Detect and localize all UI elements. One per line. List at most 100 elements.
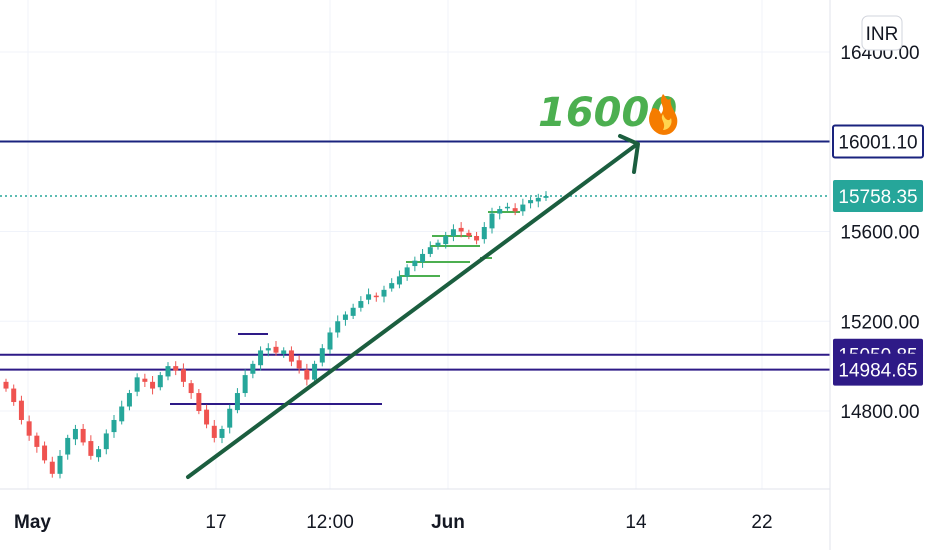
candle-body-4 bbox=[34, 435, 40, 447]
grid-lines bbox=[0, 0, 830, 489]
candle-body-32 bbox=[250, 363, 256, 374]
x-tick-0: May bbox=[14, 512, 51, 533]
candle-body-50 bbox=[389, 283, 395, 289]
y-tick-1: 15600.00 bbox=[840, 223, 919, 244]
candle-body-36 bbox=[281, 350, 287, 355]
candle-body-14 bbox=[111, 419, 117, 433]
price-badge-label-1: 15758.35 bbox=[838, 187, 917, 208]
y-tick-2: 15200.00 bbox=[840, 312, 919, 333]
candle-body-55 bbox=[427, 247, 433, 254]
candle-body-31 bbox=[242, 375, 248, 394]
price-badge-label-0: 16001.10 bbox=[838, 133, 917, 154]
x-tick-3: Jun bbox=[431, 512, 465, 533]
candle-body-42 bbox=[327, 332, 333, 350]
candle-body-47 bbox=[366, 294, 372, 300]
candle-body-57 bbox=[443, 235, 449, 245]
candle-body-70 bbox=[543, 196, 549, 198]
candle-body-61 bbox=[474, 235, 480, 241]
candle-body-15 bbox=[119, 406, 125, 422]
fire-icon bbox=[649, 94, 678, 135]
candles bbox=[3, 191, 549, 479]
candle-body-8 bbox=[65, 437, 71, 455]
annotation[interactable]: 16000 bbox=[538, 90, 678, 136]
candle-body-20 bbox=[157, 375, 163, 388]
candle-body-35 bbox=[273, 346, 279, 353]
candle-body-27 bbox=[211, 425, 217, 438]
candle-body-58 bbox=[450, 229, 456, 236]
price-badge-3: 14984.65 bbox=[833, 353, 923, 386]
candle-body-11 bbox=[88, 441, 94, 456]
candle-body-22 bbox=[173, 366, 179, 371]
currency-button[interactable]: INR bbox=[861, 15, 903, 51]
trend-arrow-head bbox=[618, 134, 640, 174]
candle-body-17 bbox=[134, 377, 140, 392]
candle-body-48 bbox=[373, 295, 379, 298]
trend-arrow-shaft[interactable] bbox=[186, 143, 638, 479]
candle-body-13 bbox=[103, 433, 109, 450]
candle-body-43 bbox=[335, 321, 341, 333]
price-badge-1: 15758.35 bbox=[833, 179, 923, 212]
candle-body-26 bbox=[204, 409, 210, 425]
price-badge-0: 16001.10 bbox=[832, 124, 924, 159]
candle-body-49 bbox=[381, 289, 387, 297]
candle-body-33 bbox=[258, 350, 264, 366]
currency-label: INR bbox=[866, 24, 899, 45]
candle-body-62 bbox=[481, 227, 487, 240]
candle-body-23 bbox=[180, 369, 186, 382]
x-tick-4: 14 bbox=[625, 512, 647, 533]
candle-body-60 bbox=[466, 232, 472, 236]
candle-body-9 bbox=[72, 428, 78, 440]
candle-body-1 bbox=[11, 388, 17, 403]
candle-body-64 bbox=[497, 209, 503, 214]
candle-body-2 bbox=[18, 400, 24, 420]
candle-body-63 bbox=[489, 213, 495, 229]
candle-body-56 bbox=[435, 242, 441, 246]
candle-body-21 bbox=[165, 366, 171, 377]
x-tick-1: 17 bbox=[205, 512, 226, 533]
candle-body-53 bbox=[412, 260, 418, 267]
candle-body-30 bbox=[234, 393, 240, 411]
time-axis[interactable]: May 17 12:00 Jun 14 22 bbox=[14, 512, 773, 533]
candle-body-69 bbox=[535, 197, 541, 202]
candle-body-68 bbox=[528, 200, 534, 204]
candle-body-37 bbox=[288, 350, 294, 362]
y-tick-3: 14800.00 bbox=[840, 402, 919, 423]
candle-body-44 bbox=[342, 314, 348, 320]
candle-body-25 bbox=[196, 393, 202, 411]
candle-body-10 bbox=[80, 428, 86, 443]
support-segments bbox=[170, 211, 520, 405]
candle-body-34 bbox=[265, 348, 271, 351]
candle-body-19 bbox=[150, 381, 156, 389]
candle-body-54 bbox=[420, 253, 426, 263]
candle-body-40 bbox=[312, 363, 318, 380]
candle-body-5 bbox=[42, 445, 48, 461]
candle-body-24 bbox=[188, 383, 194, 394]
candle-body-59 bbox=[458, 227, 464, 232]
candle-body-6 bbox=[49, 461, 55, 474]
candle-body-41 bbox=[319, 348, 325, 363]
candle-body-3 bbox=[26, 421, 32, 436]
candle-body-52 bbox=[404, 267, 410, 277]
candle-body-39 bbox=[304, 369, 310, 380]
x-tick-5: 22 bbox=[751, 512, 772, 533]
x-tick-2: 12:00 bbox=[306, 512, 354, 533]
candle-body-18 bbox=[142, 378, 148, 382]
candle-body-28 bbox=[219, 428, 225, 438]
candle-body-46 bbox=[358, 301, 364, 308]
trend-arrow[interactable] bbox=[186, 134, 640, 479]
candle-body-7 bbox=[57, 455, 63, 474]
candle-body-16 bbox=[126, 393, 132, 407]
candle-body-0 bbox=[3, 381, 9, 389]
candle-body-65 bbox=[504, 206, 510, 209]
candle-body-45 bbox=[350, 307, 356, 316]
candle-body-38 bbox=[296, 360, 302, 369]
candle-body-51 bbox=[396, 276, 402, 285]
horizontal-levels bbox=[0, 140, 830, 371]
candle-body-67 bbox=[520, 204, 526, 212]
candle-body-12 bbox=[96, 449, 102, 458]
price-badge-label-3: 14984.65 bbox=[838, 361, 917, 382]
candle-body-29 bbox=[227, 408, 233, 428]
candle-body-66 bbox=[512, 208, 518, 212]
